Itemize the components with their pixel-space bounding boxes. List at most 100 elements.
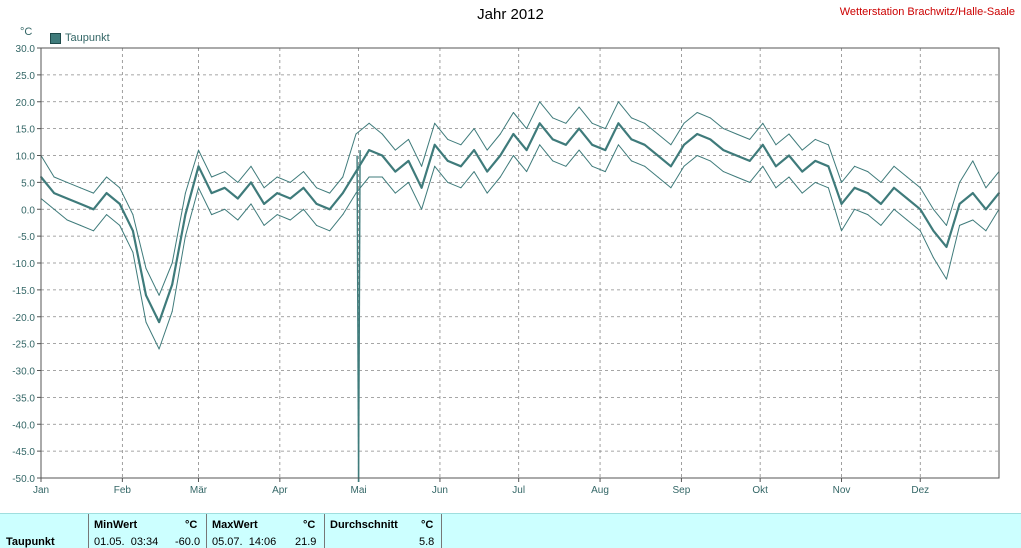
y-tick-label: -50.0 bbox=[12, 474, 35, 485]
data-point bbox=[473, 128, 475, 130]
data-point bbox=[303, 208, 304, 210]
data-point bbox=[394, 149, 396, 151]
x-tick-label: Jun bbox=[432, 485, 448, 496]
data-point bbox=[683, 122, 685, 124]
data-point bbox=[198, 187, 199, 189]
data-point bbox=[408, 138, 409, 140]
series-line-min bbox=[40, 144, 1000, 350]
data-point bbox=[263, 203, 265, 205]
data-point bbox=[919, 208, 922, 211]
data-point bbox=[591, 122, 593, 124]
min-date: 01.05. 03:34 bbox=[94, 536, 159, 548]
data-point bbox=[840, 203, 843, 205]
data-point bbox=[749, 181, 751, 183]
y-tick-label: -20.0 bbox=[12, 313, 35, 324]
data-point bbox=[499, 154, 502, 157]
data-point bbox=[447, 138, 449, 140]
data-point bbox=[525, 149, 528, 152]
data-point bbox=[762, 165, 764, 167]
data-point bbox=[408, 181, 409, 183]
data-point bbox=[119, 224, 121, 226]
y-tick-label: 30.0 bbox=[16, 44, 36, 55]
data-point bbox=[79, 203, 82, 205]
data-point bbox=[460, 144, 462, 146]
y-tick-label: -25.0 bbox=[12, 340, 35, 351]
data-point bbox=[722, 171, 724, 173]
data-point bbox=[145, 294, 147, 297]
data-point bbox=[788, 133, 790, 135]
data-point bbox=[551, 138, 554, 141]
data-point bbox=[66, 197, 69, 200]
y-tick-label: 10.0 bbox=[16, 152, 36, 163]
data-point bbox=[460, 165, 462, 168]
data-point bbox=[316, 187, 318, 189]
data-point bbox=[906, 219, 908, 221]
data-point bbox=[736, 133, 737, 135]
data-point bbox=[853, 186, 856, 189]
data-point bbox=[355, 192, 357, 194]
x-axis: Jan Feb Mär Apr Mai Jun Jul Aug Sep Okt Nov Dez bbox=[33, 478, 929, 496]
min-unit: °C bbox=[185, 519, 198, 531]
data-point bbox=[342, 214, 344, 216]
max-header: MaxWert bbox=[212, 519, 258, 531]
data-point bbox=[93, 230, 94, 232]
data-point bbox=[316, 224, 318, 226]
data-point bbox=[749, 138, 751, 140]
data-point bbox=[224, 208, 226, 210]
data-point bbox=[79, 187, 81, 189]
data-point bbox=[184, 192, 186, 194]
data-point bbox=[539, 101, 541, 103]
data-point bbox=[132, 214, 134, 216]
y-axis-unit: °C bbox=[20, 26, 33, 38]
data-point bbox=[118, 203, 121, 205]
data-point bbox=[788, 176, 790, 178]
data-point bbox=[762, 122, 764, 124]
data-point bbox=[985, 208, 987, 211]
data-point bbox=[946, 278, 947, 280]
data-point bbox=[775, 165, 777, 168]
data-point bbox=[250, 181, 252, 184]
y-tick-label: -15.0 bbox=[12, 286, 35, 297]
data-point bbox=[106, 214, 108, 216]
max-value: 21.9 bbox=[295, 536, 317, 548]
data-point bbox=[578, 106, 580, 108]
data-point bbox=[972, 160, 974, 162]
data-point bbox=[526, 171, 528, 173]
data-point bbox=[79, 224, 81, 226]
y-tick-label: 20.0 bbox=[16, 98, 36, 109]
data-point bbox=[145, 267, 147, 269]
data-point bbox=[985, 187, 987, 189]
data-point bbox=[617, 122, 620, 125]
y-tick-label: 5.0 bbox=[21, 178, 35, 189]
data-point bbox=[801, 149, 803, 151]
data-point bbox=[341, 192, 344, 195]
data-point bbox=[683, 143, 685, 146]
data-point bbox=[709, 138, 712, 141]
data-point bbox=[303, 171, 304, 173]
data-point bbox=[644, 122, 646, 124]
data-point bbox=[315, 203, 318, 205]
y-tick-label: -5.0 bbox=[18, 232, 36, 243]
data-point bbox=[184, 213, 187, 216]
data-point bbox=[854, 165, 856, 167]
min-value: -60.0 bbox=[175, 536, 201, 548]
data-point bbox=[421, 208, 423, 210]
data-point bbox=[342, 176, 344, 178]
x-tick-label: Okt bbox=[752, 485, 768, 496]
y-tick-label: -10.0 bbox=[12, 259, 35, 270]
data-point bbox=[932, 257, 934, 259]
data-point bbox=[447, 181, 449, 183]
avg-stat: Durchschnitt °C 5.8 bbox=[324, 514, 442, 548]
data-point bbox=[434, 165, 436, 167]
data-point bbox=[250, 203, 252, 205]
data-point bbox=[578, 127, 580, 130]
series-group bbox=[40, 101, 1000, 483]
data-point bbox=[263, 187, 265, 189]
data-point bbox=[578, 149, 580, 151]
data-point bbox=[211, 214, 213, 216]
data-point bbox=[880, 181, 882, 183]
data-point bbox=[709, 117, 711, 119]
data-point bbox=[946, 224, 947, 226]
data-point bbox=[171, 310, 173, 312]
data-point bbox=[735, 154, 738, 157]
